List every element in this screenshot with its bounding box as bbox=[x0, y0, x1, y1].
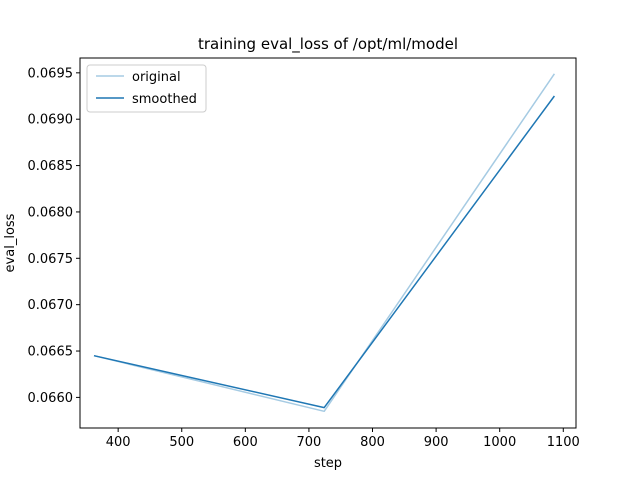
x-tick-label: 400 bbox=[106, 435, 131, 450]
plot-area bbox=[80, 58, 576, 428]
y-tick-label: 0.0695 bbox=[28, 66, 74, 81]
x-tick-label: 900 bbox=[424, 435, 449, 450]
y-tick-label: 0.0685 bbox=[28, 159, 74, 174]
legend-label-original: original bbox=[132, 70, 181, 85]
x-tick-label: 700 bbox=[297, 435, 322, 450]
x-tick-label: 800 bbox=[360, 435, 385, 450]
x-tick-label: 500 bbox=[169, 435, 194, 450]
y-tick-label: 0.0675 bbox=[28, 252, 74, 267]
series-line-smoothed bbox=[93, 95, 556, 409]
y-tick-label: 0.0680 bbox=[28, 205, 74, 220]
x-tick-label: 1100 bbox=[547, 435, 580, 450]
y-tick-label: 0.0670 bbox=[28, 298, 74, 313]
y-axis-label: eval_loss bbox=[3, 213, 18, 272]
x-tick-label: 1000 bbox=[483, 435, 516, 450]
y-tick-label: 0.0665 bbox=[28, 345, 74, 360]
y-tick-label: 0.0690 bbox=[28, 113, 74, 128]
x-axis-label: step bbox=[314, 456, 342, 471]
chart-title: training eval_loss of /opt/ml/model bbox=[198, 35, 458, 54]
legend: original smoothed bbox=[86, 64, 207, 113]
series-line-original bbox=[93, 73, 556, 413]
x-tick-label: 600 bbox=[233, 435, 258, 450]
y-tick-label: 0.0660 bbox=[28, 391, 74, 406]
x-axis-ticks: 400 500 600 700 800 900 1000 1100 bbox=[106, 428, 580, 450]
plot-frame bbox=[79, 57, 577, 429]
series-layer bbox=[93, 73, 556, 413]
legend-label-smoothed: smoothed bbox=[132, 92, 197, 107]
y-axis-ticks: 0.0660 0.0665 0.0670 0.0675 0.0680 0.0685 0.06… bbox=[28, 66, 80, 406]
